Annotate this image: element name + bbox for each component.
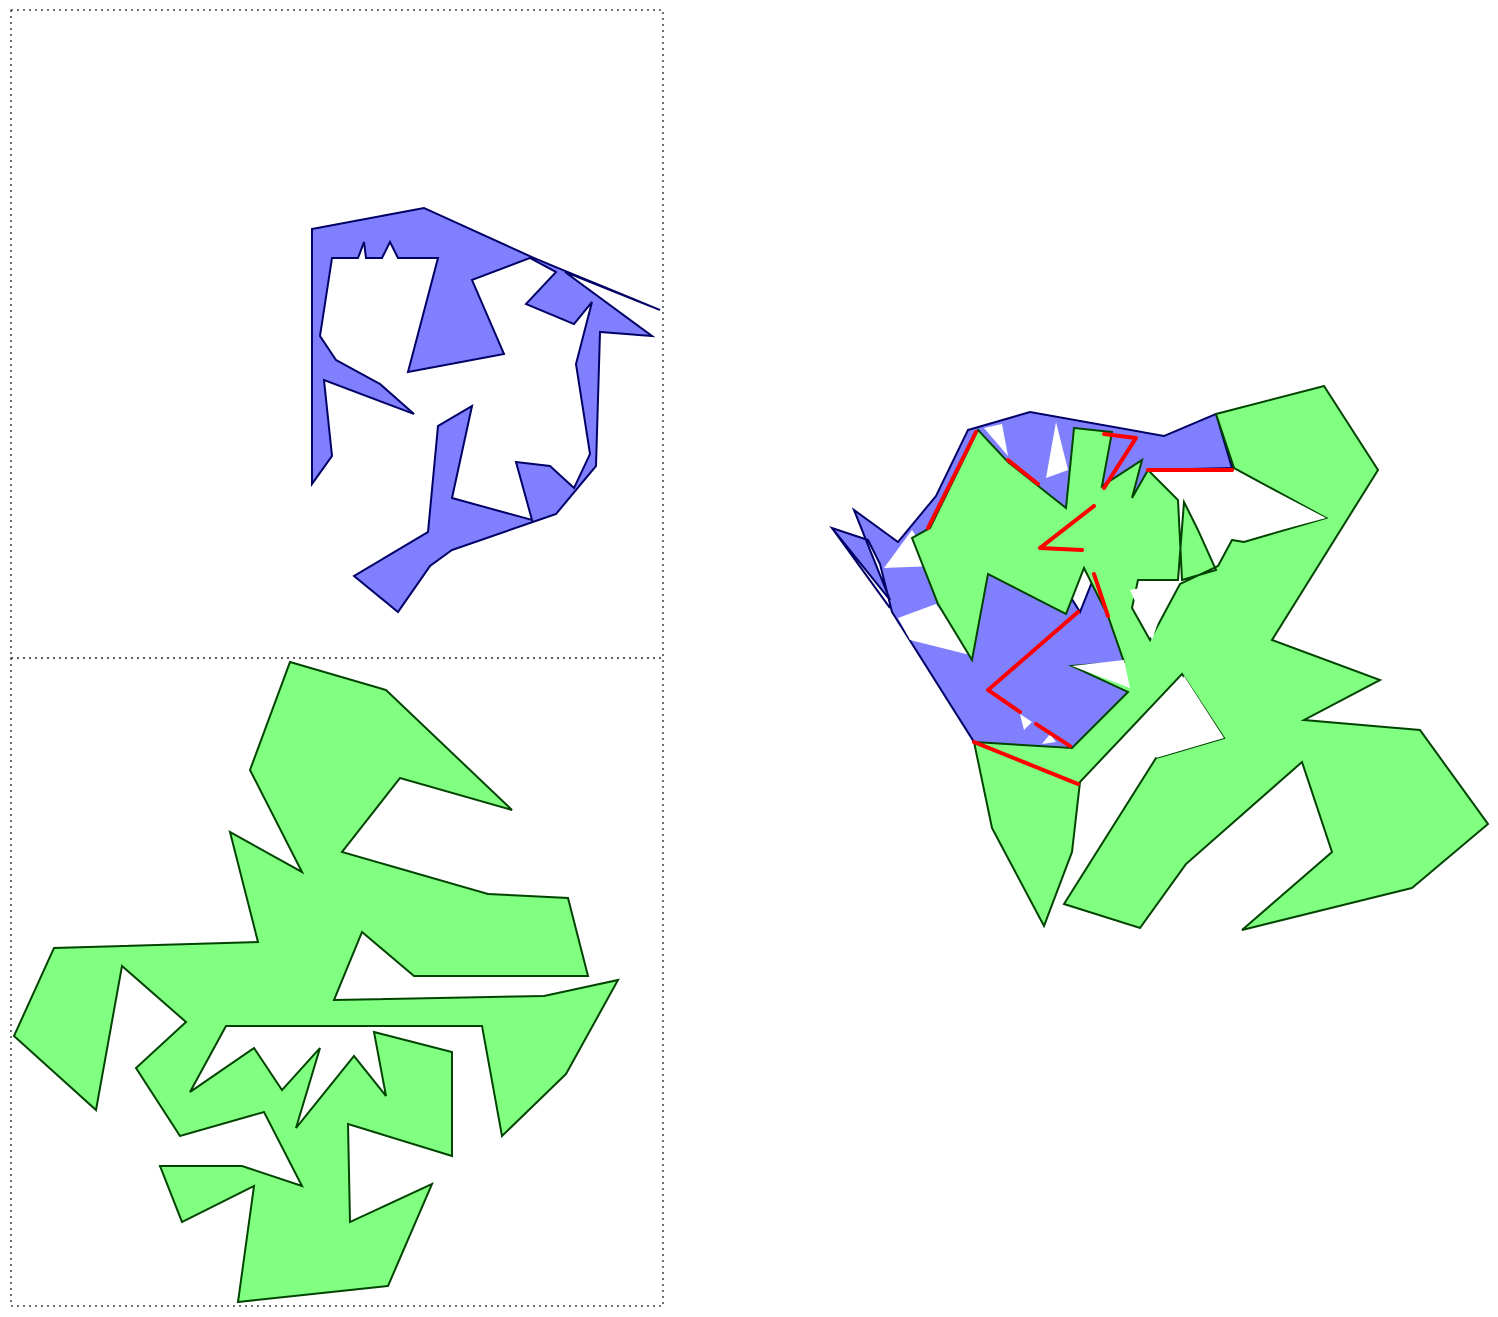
green-polygon-body [12,660,620,1304]
intersection-edges [926,430,1234,786]
overlay-green-polygon [910,384,1490,931]
green-polygon [12,660,620,1304]
overlay-green-hole-d [1072,660,1130,688]
red-edge-8 [1034,722,1072,748]
red-edge-6 [1092,572,1110,618]
bottom-left-panel-frame [10,657,664,1307]
red-edge-4 [1038,504,1096,552]
red-edge-3 [1102,432,1138,490]
overlay-green-hole-f [1042,734,1056,744]
overlay-green-hole-c [1156,676,1224,758]
overlay-group [829,384,1490,931]
red-edge-1 [926,430,978,530]
overlay-green-hole-a [1234,470,1326,540]
overlay-blue-spike [831,527,891,609]
overlay-green-hole-b [1130,582,1172,640]
red-edge-7 [986,610,1080,714]
red-edge-2 [1006,458,1040,486]
overlay-blue-hole-b [898,604,974,656]
overlay-blue-hole-d [1046,422,1068,478]
blue-polygon-body [311,206,661,614]
red-edge-9 [972,740,1080,786]
overlay-blue-hole-c [984,424,1008,456]
top-left-panel-frame [10,9,664,659]
overlay-green-hole-e [1020,714,1032,730]
blue-polygon [311,206,661,614]
